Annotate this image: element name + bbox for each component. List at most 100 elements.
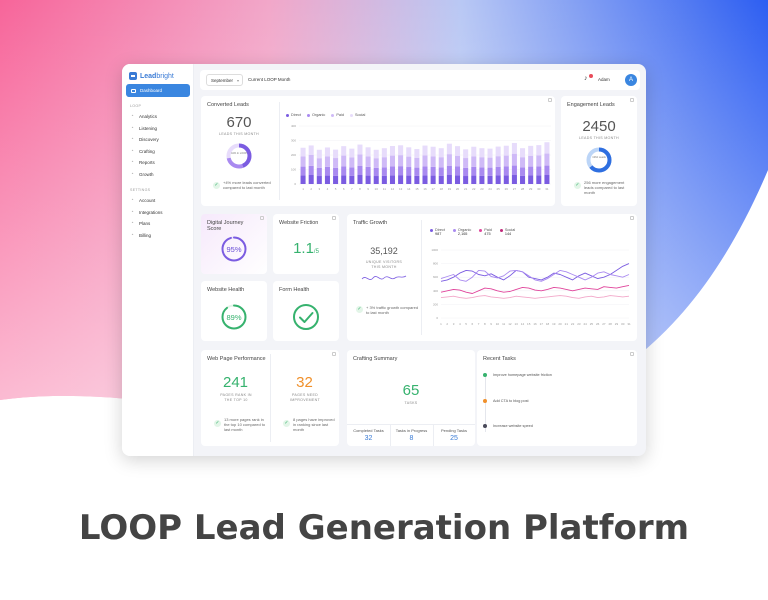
traffic-label: UNIQUE VISITORS THIS MONTH xyxy=(365,260,403,269)
brand-logo[interactable]: Lead bright xyxy=(129,72,174,80)
timeline-dot xyxy=(483,399,487,403)
chart-legend: Direct Organic Paid Social xyxy=(286,113,370,117)
x-tick-label: 3 xyxy=(453,322,455,326)
bar-social xyxy=(520,148,526,158)
notification-badge xyxy=(589,74,593,78)
digital-journey-card: Digital Journey Score 95% xyxy=(201,214,267,274)
app-window: Lead bright Dashboard LOOP ◦ Analytics ◦ Lis… xyxy=(122,64,646,456)
card-title: Crafting Summary xyxy=(353,356,398,362)
x-tick-label: 16 xyxy=(533,322,537,326)
x-tick-label: 31 xyxy=(627,322,631,326)
engagement-leads-label: LEADS THIS MONTH xyxy=(579,136,619,140)
divider xyxy=(421,220,422,335)
check-icon: ✓ xyxy=(356,306,363,313)
x-tick-label: 24 xyxy=(583,322,587,326)
bar-social xyxy=(536,145,542,156)
bar-direct xyxy=(422,175,428,184)
bar-organic xyxy=(373,167,379,177)
sidebar-item-billing[interactable]: ◦ Billing xyxy=(130,232,151,238)
recent-task-item[interactable]: Add CTA to blog post xyxy=(493,399,529,403)
website-health-card: Website Health 89% xyxy=(201,281,267,341)
bar-direct xyxy=(520,175,526,184)
card-menu-icon[interactable] xyxy=(630,352,634,356)
digital-journey-ring xyxy=(221,236,247,262)
sidebar-item-analytics[interactable]: ◦ Analytics xyxy=(130,114,158,120)
sidebar-item-label: Analytics xyxy=(139,114,158,119)
x-tick-label: 9 xyxy=(367,187,369,191)
bar-paid xyxy=(414,157,420,168)
card-menu-icon[interactable] xyxy=(630,98,634,102)
y-tick-label: 0 xyxy=(294,182,296,186)
bar-paid xyxy=(324,156,330,167)
account-icon: ◦ xyxy=(131,197,134,203)
bar-direct xyxy=(454,175,461,184)
y-tick-label: 400 xyxy=(291,124,296,128)
bar-direct xyxy=(381,175,387,184)
bar-direct xyxy=(300,175,306,184)
bar-direct xyxy=(316,176,322,184)
x-tick-label: 4 xyxy=(459,322,461,326)
bar-organic xyxy=(520,167,526,176)
x-tick-label: 27 xyxy=(513,187,517,191)
x-tick-label: 6 xyxy=(343,187,345,191)
bar-organic xyxy=(503,166,509,176)
card-menu-icon[interactable] xyxy=(332,352,336,356)
divider xyxy=(270,354,271,442)
sidebar-item-dashboard[interactable]: Dashboard xyxy=(126,84,190,97)
website-friction-value: 1.1 xyxy=(293,240,314,257)
bar-paid xyxy=(398,155,404,167)
y-tick-label: 100 xyxy=(291,168,296,172)
sidebar-item-reports[interactable]: ◦ Reports xyxy=(130,159,155,166)
bar-paid xyxy=(365,156,371,167)
x-tick-label: 11 xyxy=(502,322,505,326)
converted-leads-donut xyxy=(226,143,252,169)
sidebar: Lead bright Dashboard LOOP ◦ Analytics ◦ Lis… xyxy=(122,64,194,456)
x-tick-label: 14 xyxy=(521,322,525,326)
bar-organic xyxy=(308,165,314,176)
x-tick-label: 11 xyxy=(383,187,386,191)
user-name[interactable]: Adam xyxy=(598,77,610,82)
x-tick-label: 19 xyxy=(552,322,556,326)
x-tick-label: 18 xyxy=(546,322,550,326)
bar-social xyxy=(471,146,477,157)
y-tick-label: 600 xyxy=(433,275,438,279)
sidebar-item-account[interactable]: ◦ Account xyxy=(130,197,156,204)
bar-organic xyxy=(316,167,322,177)
sidebar-item-growth[interactable]: ◦ Growth xyxy=(130,171,154,177)
x-tick-label: 15 xyxy=(527,322,531,326)
bar-direct xyxy=(471,175,477,184)
x-tick-label: 12 xyxy=(391,187,395,191)
converted-leads-card: Converted Leads 670 LEADS THIS MONTH 44%… xyxy=(201,96,555,206)
x-tick-label: 8 xyxy=(359,187,361,191)
legend-paid: Paid xyxy=(331,113,344,117)
sidebar-item-discovery[interactable]: ◦ Discovery xyxy=(130,137,159,143)
bar-organic xyxy=(487,167,493,176)
line-organic xyxy=(440,269,630,282)
x-tick-label: 25 xyxy=(590,322,594,326)
card-menu-icon[interactable] xyxy=(332,216,336,220)
sidebar-item-crafting[interactable]: ◦ Crafting xyxy=(130,148,155,154)
bar-paid xyxy=(536,155,542,167)
sidebar-item-integrations[interactable]: ◦ Integrations xyxy=(130,209,163,215)
reports-icon: ◦ xyxy=(131,159,134,165)
card-title: Engagement Leads xyxy=(567,102,615,108)
avatar[interactable]: A xyxy=(625,74,637,86)
bell-icon[interactable]: ♪ xyxy=(584,75,588,82)
website-health-value: 89% xyxy=(226,313,242,322)
legend-organic: Organic xyxy=(306,113,325,117)
recent-task-item[interactable]: Improve homepage website friction xyxy=(493,373,552,377)
recent-task-item[interactable]: Increase website speed xyxy=(493,424,533,428)
sidebar-item-listening[interactable]: ◦ Listening xyxy=(130,125,157,131)
bar-direct xyxy=(446,175,452,184)
bar-social xyxy=(398,145,404,156)
bar-paid xyxy=(544,153,550,166)
card-menu-icon[interactable] xyxy=(630,216,634,220)
card-menu-icon[interactable] xyxy=(260,216,264,220)
sidebar-item-plans[interactable]: ◦ Plans xyxy=(130,221,151,227)
month-select[interactable]: September ▾ xyxy=(206,74,243,86)
bar-social xyxy=(495,146,501,157)
card-menu-icon[interactable] xyxy=(548,98,552,102)
check-icon: ✓ xyxy=(574,182,581,189)
bar-social xyxy=(341,146,347,156)
crafting-summary-card: Crafting Summary 65 TASKS Completed Task… xyxy=(347,350,475,446)
